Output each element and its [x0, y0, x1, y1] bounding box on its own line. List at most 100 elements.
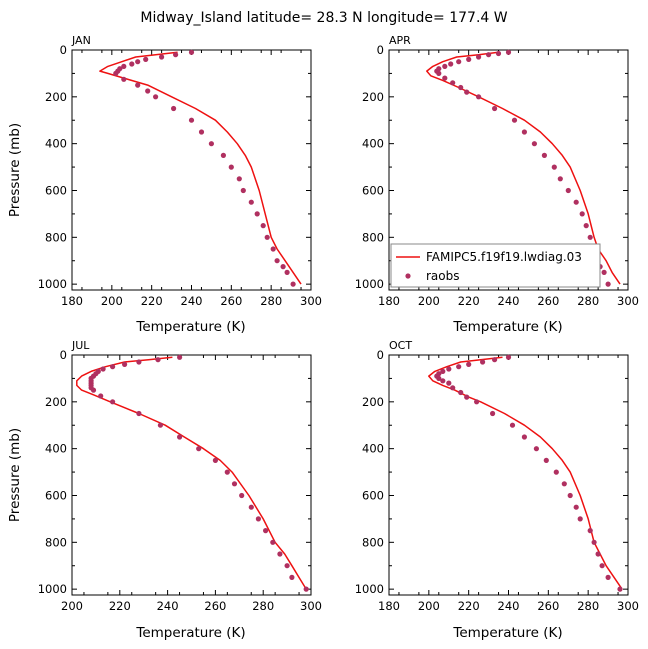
x-tick-label: 240: [498, 599, 520, 613]
x-tick-label: 180: [378, 599, 400, 613]
raobs-point: [270, 539, 276, 545]
raobs-point: [587, 528, 593, 534]
y-tick-label: 1000: [38, 582, 67, 596]
raobs-point: [263, 528, 269, 534]
raobs-point: [129, 61, 135, 67]
y-tick-label: 1000: [38, 277, 67, 291]
raobs-point: [277, 551, 283, 557]
x-tick-label: 180: [61, 294, 83, 308]
panel-label: OCT: [389, 339, 412, 352]
plot-frame: [71, 49, 312, 291]
raobs-point: [145, 88, 151, 94]
raobs-point: [446, 366, 452, 372]
y-tick-label: 200: [362, 90, 384, 104]
raobs-point: [543, 457, 549, 463]
raobs-point: [121, 76, 127, 82]
raobs-point: [577, 516, 583, 522]
panel-oct: OCT 180 200 220 240 260 280 300 02004006008001…: [355, 339, 639, 641]
panel-jan: JAN 180 200 220 240 260 280 300 02004006008001…: [7, 34, 322, 335]
model-line: [99, 51, 302, 285]
raobs-point: [573, 199, 579, 205]
raobs-point: [557, 176, 563, 182]
raobs-point: [260, 223, 266, 229]
raobs-point: [456, 364, 462, 370]
x-tick-label: 300: [300, 294, 322, 308]
raobs-point: [490, 410, 496, 417]
raobs-point: [177, 434, 183, 440]
raobs-point: [466, 56, 472, 63]
raobs-point: [541, 152, 548, 158]
model-line: [428, 356, 623, 590]
raobs-point: [458, 389, 464, 396]
x-tick-label: 180: [378, 294, 400, 308]
x-axis-title: Temperature (K): [135, 625, 245, 641]
raobs-point: [264, 234, 270, 240]
raobs-point: [173, 52, 179, 58]
x-tick-label: 220: [109, 599, 131, 613]
raobs-point: [561, 481, 567, 487]
raobs-point: [110, 399, 116, 405]
raobs-point: [583, 223, 589, 229]
y-ticks: 0 200 400 600 800 1000: [38, 348, 311, 596]
panel-jul: JUL 200 220 240 260 280 300 0 200 400 600 800 1000…: [7, 339, 322, 641]
raobs-point: [248, 504, 254, 510]
raobs-point: [100, 366, 106, 372]
raobs-point: [113, 70, 119, 76]
y-tick-label: 600: [362, 183, 384, 197]
y-tick-label: 600: [45, 488, 67, 502]
y-tick-label: 200: [45, 395, 67, 409]
y-tick-label: 400: [362, 442, 384, 456]
series-layer: [428, 354, 623, 592]
x-tick-label: 300: [617, 599, 639, 613]
raobs-point: [270, 246, 276, 252]
raobs-point: [492, 105, 498, 112]
raobs-point: [601, 269, 607, 275]
series-layer: [99, 49, 302, 287]
x-ticks: 180 200 220 240 260 280 300: [378, 50, 639, 308]
raobs-point: [480, 359, 486, 365]
x-tick-label: 200: [61, 599, 83, 613]
legend-obs-label: raobs: [426, 269, 460, 283]
legend-frame: [390, 243, 601, 288]
x-tick-label: 260: [537, 294, 559, 308]
raobs-point: [440, 378, 446, 384]
y-axis-title: Pressure (mb): [7, 123, 23, 217]
raobs-point: [196, 446, 202, 452]
y-tick-label: 400: [362, 137, 384, 151]
raobs-point: [456, 59, 462, 65]
x-tick-label: 300: [617, 294, 639, 308]
x-tick-label: 280: [577, 294, 599, 308]
raobs-point: [573, 504, 579, 510]
raobs-point: [587, 234, 593, 240]
raobs-point: [239, 492, 245, 499]
x-axis-title: Temperature (K): [452, 319, 562, 335]
plot-frame: [388, 354, 629, 596]
raobs-point: [122, 361, 128, 367]
raobs-point: [446, 380, 452, 386]
raobs-point: [579, 211, 585, 217]
x-axis-title: Temperature (K): [135, 319, 245, 335]
model-line: [76, 356, 307, 590]
raobs-point: [248, 199, 254, 205]
raobs-point: [135, 59, 141, 65]
x-tick-label: 240: [157, 599, 179, 613]
raobs-point: [591, 539, 597, 545]
raobs-point: [90, 387, 97, 393]
y-tick-label: 800: [45, 535, 67, 549]
x-ticks: 180 200 220 240 260 280 300: [61, 50, 322, 308]
y-tick-label: 0: [60, 348, 67, 362]
raobs-point: [240, 187, 246, 194]
x-tick-label: 300: [300, 599, 322, 613]
raobs-point: [157, 422, 163, 428]
panel-label: JUL: [71, 339, 90, 352]
raobs-point: [495, 50, 502, 57]
raobs-point: [476, 54, 482, 60]
x-ticks: 180 200 220 240 260 280 300: [378, 355, 639, 613]
y-tick-label: 1000: [355, 582, 384, 596]
raobs-point: [553, 469, 559, 475]
series-layer: [76, 354, 309, 592]
raobs-point: [153, 94, 159, 100]
raobs-point: [599, 563, 605, 569]
y-tick-label: 600: [45, 183, 67, 197]
